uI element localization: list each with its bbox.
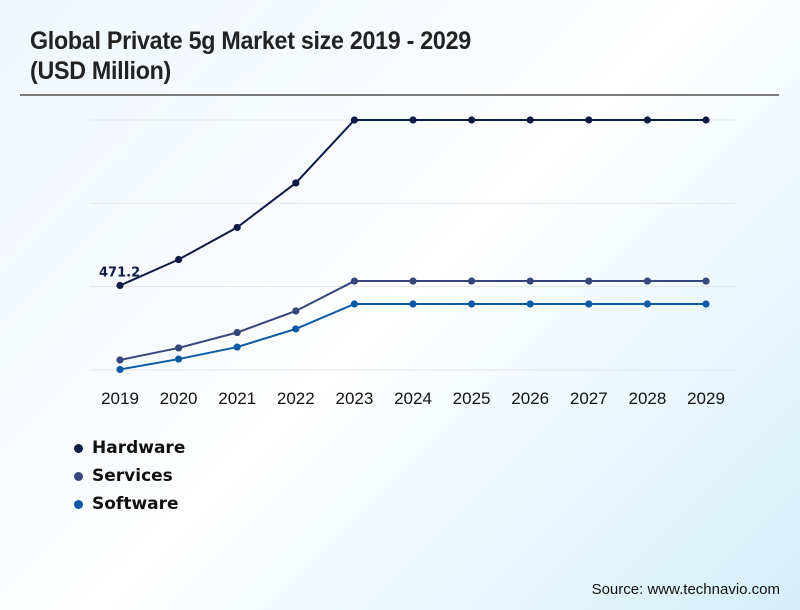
x-tick-label: 2019	[101, 389, 139, 408]
legend-item-services[interactable]: Services	[74, 462, 185, 490]
legend: Hardware Services Software	[74, 434, 185, 518]
data-point-services	[643, 277, 652, 285]
data-point-hardware	[409, 116, 417, 124]
data-point-software	[585, 300, 593, 308]
data-point-software	[116, 365, 124, 374]
chart-title: Global Private 5g Market size 2019 - 202…	[30, 26, 471, 86]
x-tick-label: 2022	[277, 389, 315, 408]
x-tick-label: 2023	[335, 389, 373, 408]
x-tick-label: 2027	[570, 389, 608, 408]
data-point-software	[233, 343, 241, 351]
data-point-services	[292, 307, 300, 315]
data-point-hardware	[116, 281, 124, 290]
legend-marker-icon	[74, 471, 83, 481]
data-point-software	[526, 300, 534, 308]
data-point-services	[702, 277, 710, 285]
data-point-hardware	[233, 223, 241, 232]
source-credit: Source: www.technavio.com	[591, 581, 780, 598]
legend-label: Software	[92, 494, 179, 514]
series-line-hardware	[119, 119, 706, 287]
data-point-hardware	[468, 116, 476, 124]
data-point-hardware	[585, 116, 593, 124]
x-tick-label: 2029	[687, 389, 725, 408]
data-point-software	[292, 325, 300, 333]
data-point-services	[585, 277, 593, 285]
legend-item-software[interactable]: Software	[74, 490, 185, 518]
data-point-services	[526, 277, 534, 285]
data-point-services	[116, 356, 124, 364]
series-group	[116, 116, 710, 374]
data-point-services	[468, 277, 476, 285]
gridlines	[90, 119, 736, 371]
legend-item-hardware[interactable]: Hardware	[74, 434, 185, 462]
data-point-hardware	[175, 255, 183, 264]
legend-marker-icon	[74, 443, 83, 453]
data-point-software	[409, 300, 417, 308]
data-point-software	[175, 355, 183, 363]
data-point-software	[702, 300, 710, 308]
data-point-software	[468, 300, 476, 308]
data-point-hardware	[350, 116, 358, 124]
data-point-hardware	[292, 179, 300, 187]
legend-marker-icon	[74, 499, 83, 509]
x-axis-ticks: 2019 2020 2021 2022 2023 2024 2025 2026 2027 2028…	[101, 389, 725, 408]
data-point-services	[350, 277, 358, 285]
legend-label: Hardware	[92, 438, 186, 458]
x-tick-label: 2020	[160, 389, 198, 408]
series-line-software	[119, 303, 706, 371]
data-point-services	[233, 328, 241, 337]
data-point-hardware	[643, 116, 652, 124]
x-tick-label: 2028	[628, 389, 666, 408]
chart-title-line1: Global Private 5g Market size 2019 - 202…	[30, 27, 471, 55]
data-point-services	[175, 344, 183, 352]
series-line-services	[119, 280, 706, 361]
annotations: 471.2	[99, 265, 140, 280]
title-divider	[20, 94, 779, 96]
data-point-hardware	[526, 116, 534, 124]
data-point-software	[350, 300, 358, 308]
x-tick-label: 2025	[453, 389, 491, 408]
data-point-services	[409, 277, 417, 285]
data-point-software	[643, 300, 652, 308]
legend-label: Services	[92, 466, 173, 486]
x-tick-label: 2024	[394, 389, 432, 408]
x-tick-label: 2021	[218, 389, 256, 408]
chart-title-line2: (USD Million)	[30, 57, 172, 85]
x-tick-label: 2026	[511, 389, 549, 408]
data-point-hardware	[702, 116, 710, 124]
data-label: 471.2	[99, 265, 140, 280]
